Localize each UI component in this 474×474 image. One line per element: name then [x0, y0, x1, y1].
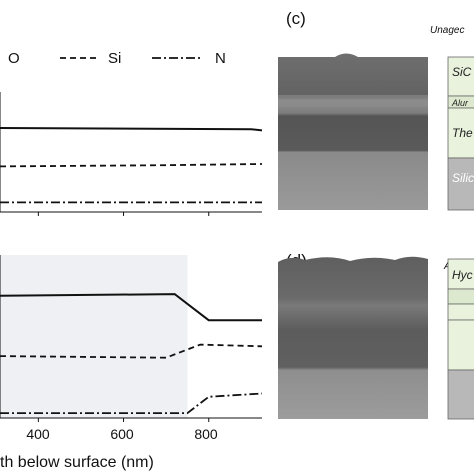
x-tick-label: 400	[26, 426, 50, 442]
chart-top	[0, 92, 263, 216]
x-tick-label: 800	[194, 426, 218, 442]
legend-si-label: Si	[108, 50, 121, 67]
series-line-n	[0, 392, 263, 415]
sem-image-unaged	[278, 53, 428, 210]
series-line-o	[0, 127, 263, 132]
panel-c: (c) Unagec SiC Alur The Silic	[278, 9, 474, 211]
series-line-o	[0, 293, 262, 322]
layer-schematic-aged: Hyc	[447, 258, 474, 420]
layer-schematic-unaged: SiC Alur The Silic	[447, 56, 474, 211]
panel-d: (d) Agec Hyc	[278, 251, 474, 420]
layer-label: The	[452, 126, 473, 140]
panel-c-label: (c)	[286, 9, 306, 28]
chart-bottom	[0, 255, 263, 422]
sem-image-aged	[278, 256, 428, 419]
layer-label: Silic	[452, 171, 474, 185]
x-tick-label: 600	[110, 426, 134, 442]
legend-n-label: N	[215, 50, 226, 67]
x-tick-labels: 400 600 800	[26, 426, 218, 442]
series-line-si	[0, 343, 263, 359]
layer-label: Alur	[451, 98, 469, 108]
layer-label: Hyc	[452, 268, 473, 282]
layer-label: SiC	[452, 65, 472, 79]
legend: O Si N	[8, 50, 226, 67]
series-line-si	[0, 163, 263, 168]
panel-c-condition: Unagec	[430, 25, 464, 36]
legend-o-label: O	[8, 50, 20, 67]
shaded-region	[0, 255, 188, 418]
x-axis-title: th below surface (nm)	[0, 454, 154, 471]
